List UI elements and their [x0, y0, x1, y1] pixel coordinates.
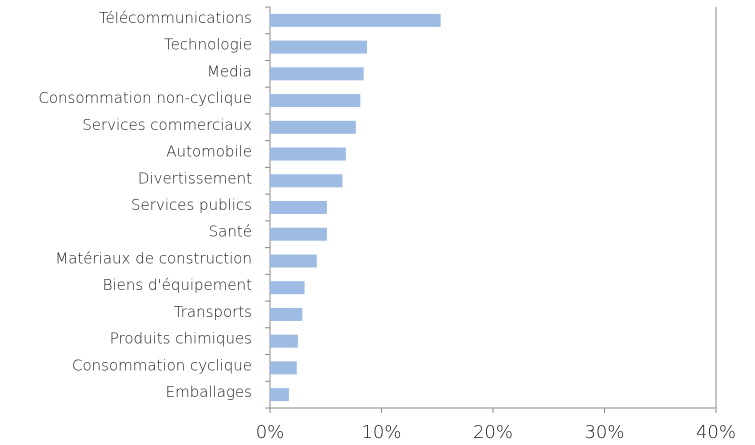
y-tick-label: Technologie: [164, 36, 252, 54]
bar: [270, 201, 327, 214]
bar: [270, 94, 361, 108]
y-tick-label: Transports: [174, 303, 252, 321]
bar: [270, 67, 364, 81]
bar: [270, 388, 289, 402]
y-tick-label: Santé: [209, 223, 252, 241]
bar: [270, 307, 303, 321]
y-tick-label: Télécommunications: [99, 9, 252, 27]
y-tick-label: Divertissement: [138, 169, 252, 187]
y-tick-label: Matériaux de construction: [55, 249, 252, 267]
x-tick-label: 40%: [696, 422, 736, 443]
y-tick-label: Emballages: [166, 383, 252, 401]
x-tick-label: 0%: [256, 422, 285, 443]
y-tick-label: Consommation non-cyclique: [38, 89, 252, 107]
x-tick-label: 10%: [361, 422, 401, 443]
y-tick-label: Consommation cyclique: [72, 356, 252, 374]
x-tick-label: 30%: [584, 422, 624, 443]
y-tick-label: Automobile: [166, 143, 252, 161]
bar: [270, 147, 346, 161]
bar: [270, 281, 305, 295]
y-tick-label: Services publics: [131, 196, 252, 214]
bar: [270, 227, 327, 241]
bar: [270, 361, 297, 375]
bar: [270, 254, 317, 268]
y-tick-label: Media: [207, 62, 252, 80]
y-tick-label: Services commerciaux: [82, 116, 252, 134]
bar: [270, 13, 441, 27]
bar: [270, 174, 343, 188]
bar: [270, 334, 298, 348]
y-tick-label: Produits chimiques: [110, 330, 252, 348]
bar: [270, 120, 356, 134]
y-tick-label: Biens d'équipement: [103, 276, 252, 294]
x-tick-label: 20%: [473, 422, 513, 443]
bar: [270, 40, 368, 54]
